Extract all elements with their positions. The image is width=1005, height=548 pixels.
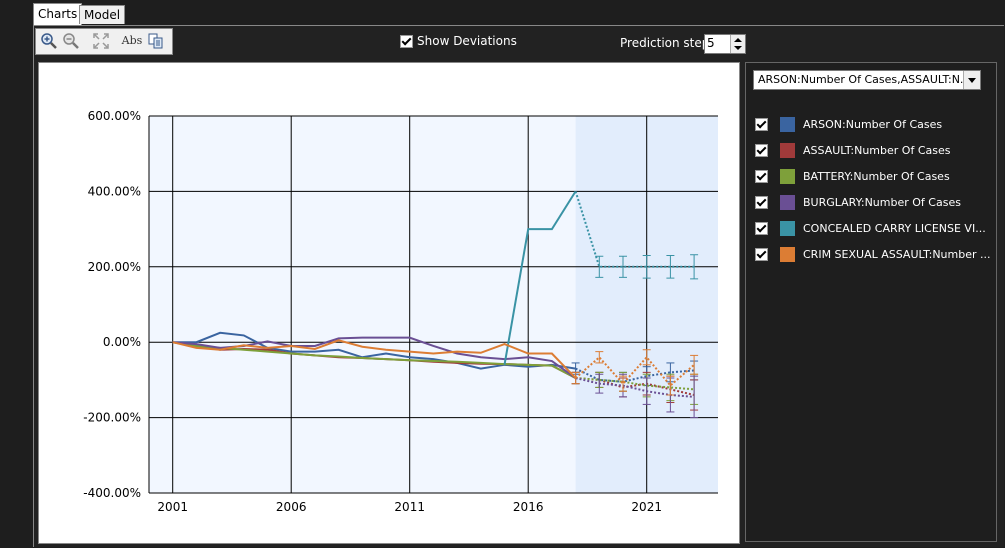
legend-swatch	[780, 142, 795, 158]
y-tick-label: -200.00%	[83, 411, 141, 425]
legend-item[interactable]: BATTERY:Number Of Cases	[755, 168, 950, 184]
tab-model[interactable]: Model	[79, 5, 126, 24]
stepper-down-icon[interactable]	[734, 46, 742, 50]
chart-toolbar: Abs	[35, 28, 173, 55]
series-select-value: ARSON:Number Of Cases,ASSAULT:N...	[758, 73, 971, 86]
legend-panel: ARSON:Number Of Cases,ASSAULT:N... ARSON…	[745, 62, 997, 542]
stepper-arrows[interactable]	[730, 35, 745, 53]
prediction-steps-label: Prediction steps	[620, 36, 716, 50]
legend-label: BURGLARY:Number Of Cases	[803, 195, 961, 209]
x-tick-label: 2011	[394, 500, 425, 514]
legend-swatch	[780, 116, 795, 132]
legend-label: CRIM SEXUAL ASSAULT:Number ...	[803, 247, 991, 261]
chevron-down-icon[interactable]	[963, 71, 980, 89]
legend-checkbox[interactable]	[755, 169, 768, 183]
legend-swatch	[780, 220, 795, 236]
legend-checkbox[interactable]	[755, 143, 768, 157]
y-tick-label: 200.00%	[88, 260, 141, 274]
zoom-in-icon[interactable]	[39, 32, 59, 50]
chart-area[interactable]: 600.00% 400.00% 200.00% 0.00% -200.00% -400.0…	[38, 62, 740, 544]
show-deviations-option[interactable]: Show Deviations	[400, 34, 517, 48]
x-tick-label: 2006	[276, 500, 307, 514]
prediction-steps-stepper[interactable]: 5	[704, 34, 746, 54]
series-line	[503, 190, 577, 365]
legend-label: BATTERY:Number Of Cases	[803, 169, 950, 183]
zoom-out-icon[interactable]	[61, 32, 81, 50]
legend-checkbox[interactable]	[755, 117, 768, 131]
series-line	[172, 339, 577, 379]
legend-checkbox[interactable]	[755, 247, 768, 261]
x-tick-label: 2001	[157, 500, 188, 514]
y-tick-label: 600.00%	[88, 109, 141, 123]
show-deviations-checkbox[interactable]	[400, 34, 413, 48]
legend-label: CONCEALED CARRY LICENSE VI...	[803, 221, 986, 235]
y-tick-label: -400.00%	[83, 486, 141, 500]
forecast-line	[575, 377, 695, 396]
legend-swatch	[780, 168, 795, 184]
forecast-line	[575, 367, 695, 383]
tab-charts[interactable]: Charts	[33, 3, 83, 25]
series-select[interactable]: ARSON:Number Of Cases,ASSAULT:N...	[753, 70, 981, 90]
line-chart[interactable]: 600.00% 400.00% 200.00% 0.00% -200.00% -400.0…	[39, 63, 739, 543]
abs-toggle-button[interactable]: Abs	[121, 34, 143, 47]
stepper-up-icon[interactable]	[734, 38, 742, 42]
y-tick-label: 0.00%	[103, 335, 141, 349]
legend-label: ARSON:Number Of Cases	[803, 117, 943, 131]
legend-item[interactable]: ASSAULT:Number Of Cases	[755, 142, 950, 158]
legend-item[interactable]: BURGLARY:Number Of Cases	[755, 194, 961, 210]
prediction-steps-value[interactable]: 5	[707, 36, 715, 50]
forecast-line	[574, 355, 695, 387]
legend-item[interactable]: CRIM SEXUAL ASSAULT:Number ...	[755, 246, 991, 262]
copy-icon[interactable]	[146, 32, 166, 50]
y-tick-label: 400.00%	[88, 184, 141, 198]
legend-checkbox[interactable]	[755, 195, 768, 209]
legend-swatch	[780, 194, 795, 210]
x-tick-label: 2021	[631, 500, 662, 514]
legend-checkbox[interactable]	[755, 221, 768, 235]
legend-swatch	[780, 246, 795, 262]
forecast-line	[574, 191, 695, 268]
series-line	[172, 341, 577, 379]
x-tick-label: 2016	[513, 500, 544, 514]
fit-icon[interactable]	[91, 32, 111, 50]
legend-item[interactable]: CONCEALED CARRY LICENSE VI...	[755, 220, 986, 236]
legend-label: ASSAULT:Number Of Cases	[803, 143, 951, 157]
legend-item[interactable]: ARSON:Number Of Cases	[755, 116, 942, 132]
show-deviations-label: Show Deviations	[417, 34, 517, 48]
